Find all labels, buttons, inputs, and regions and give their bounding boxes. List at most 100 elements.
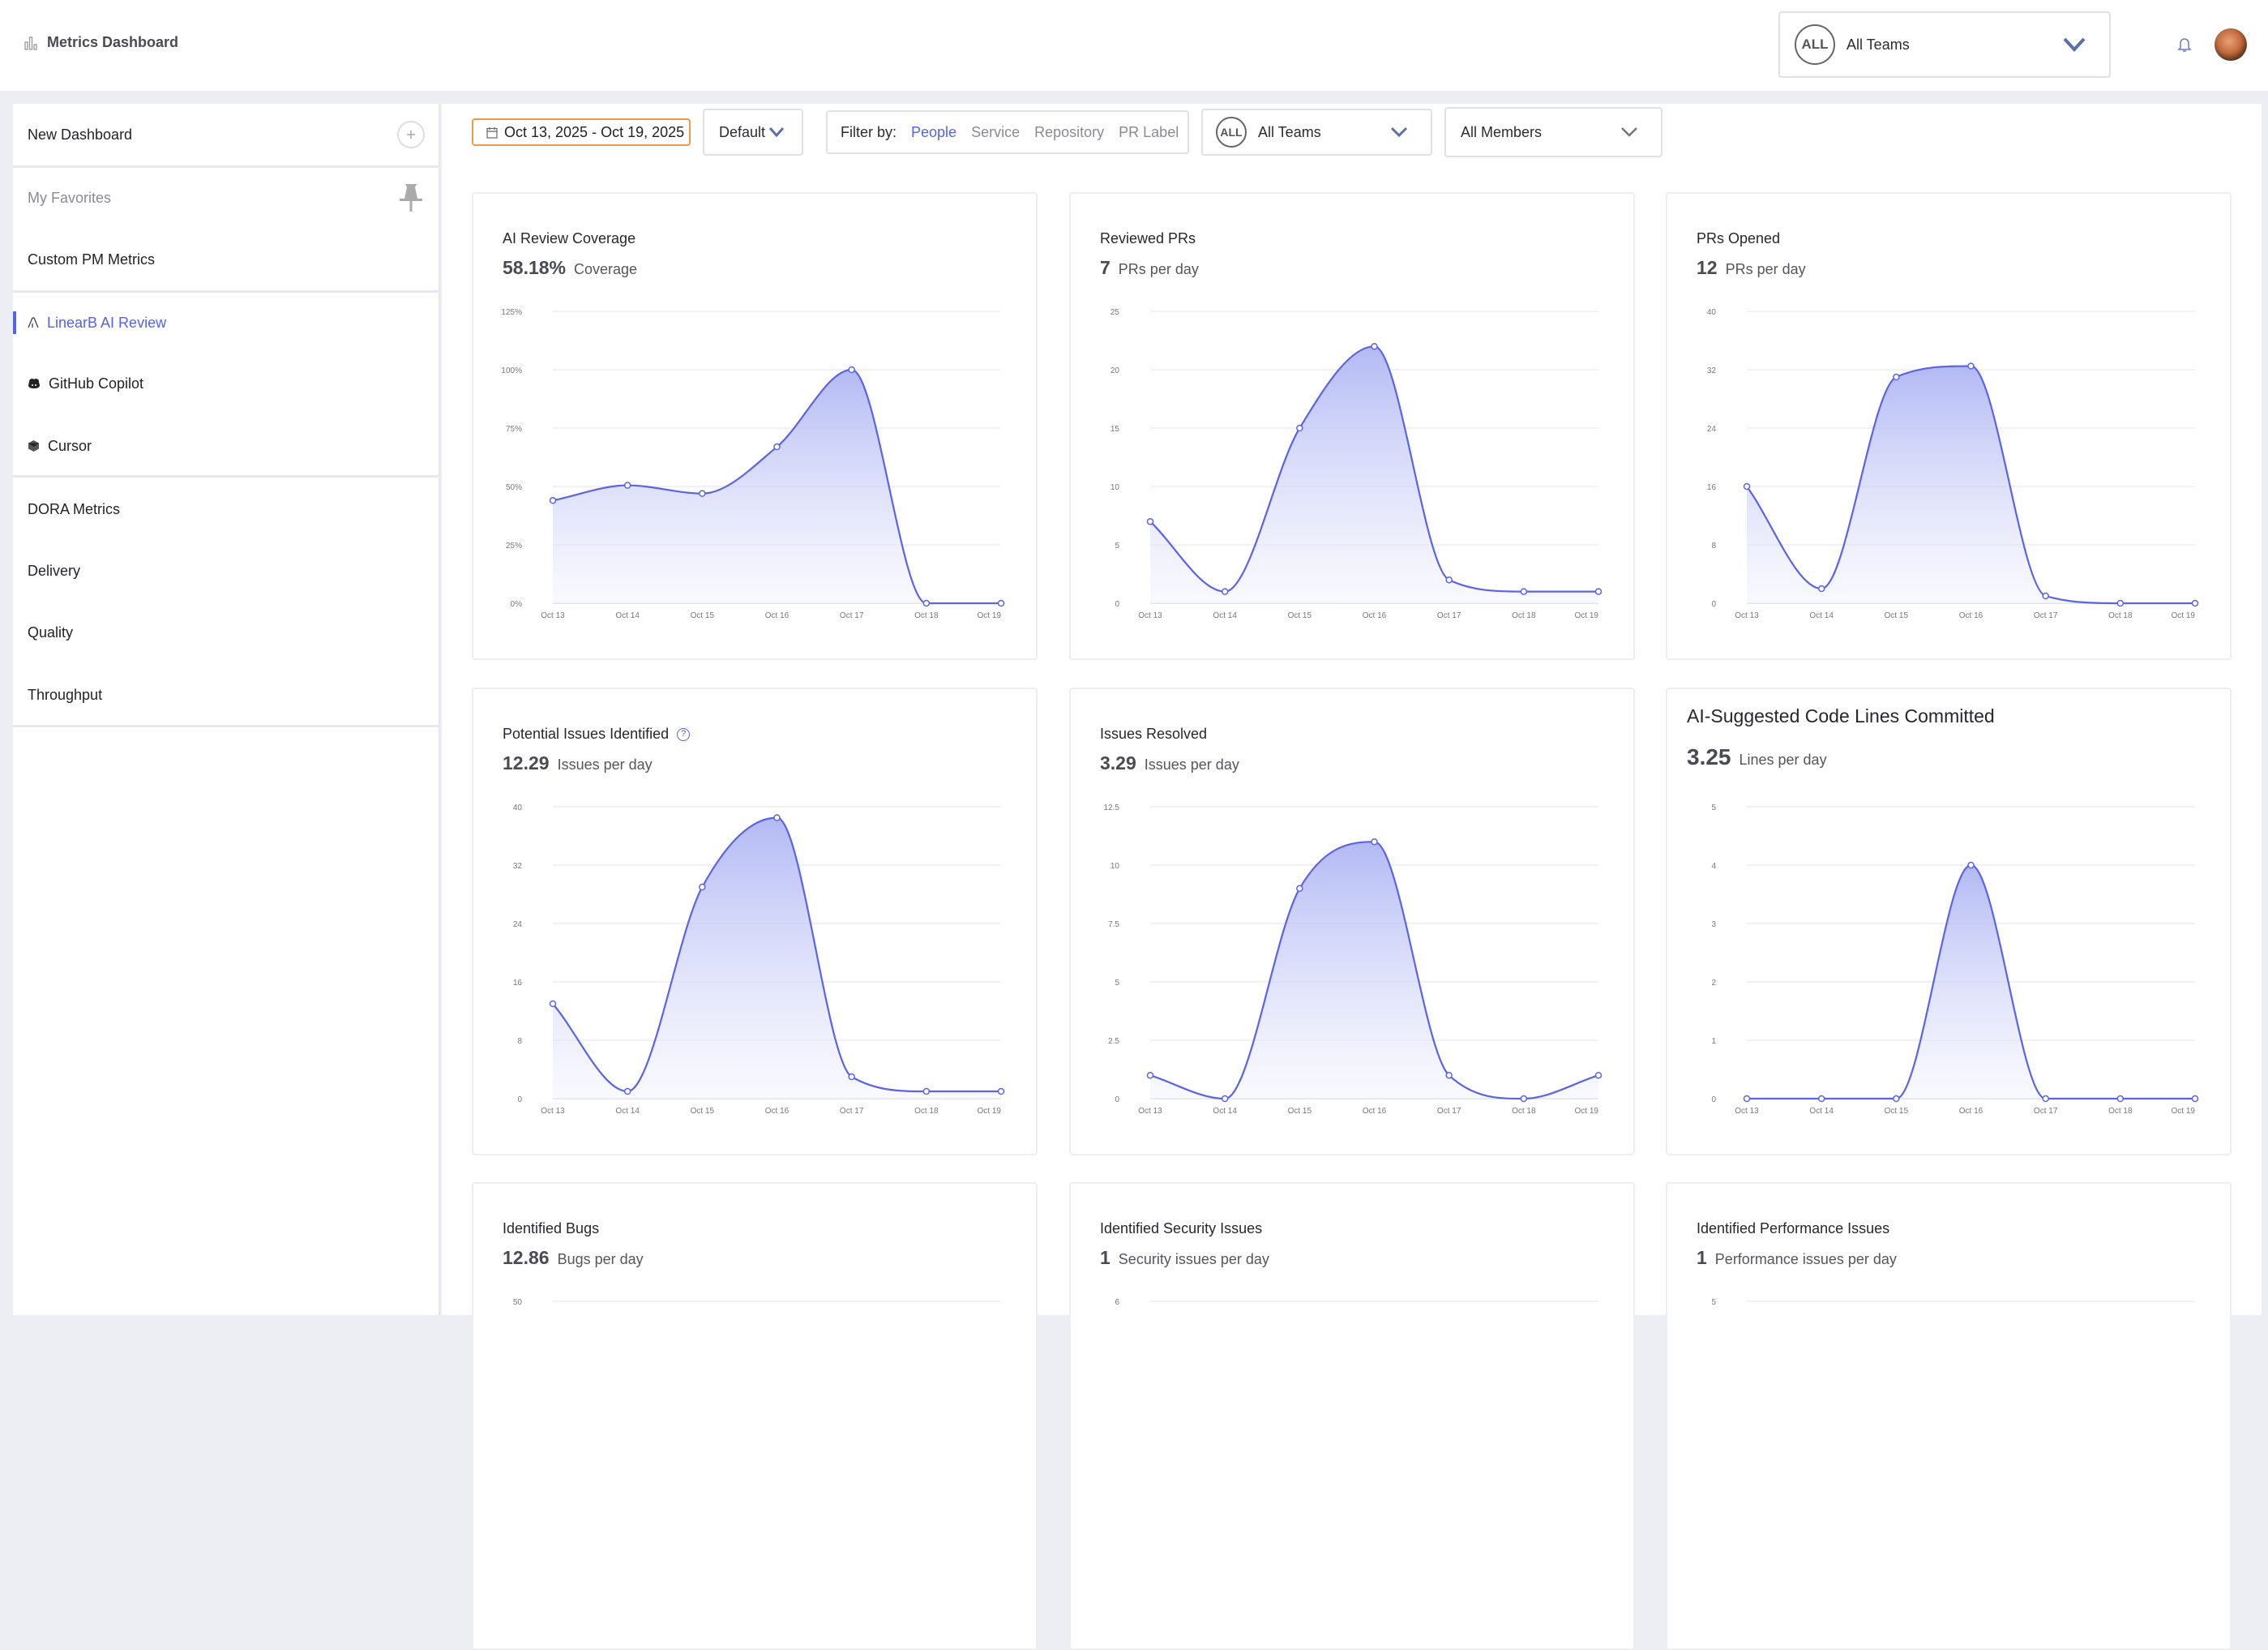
data-point [997, 1087, 1005, 1095]
data-point [1146, 1071, 1154, 1079]
metric-card[interactable]: Reviewed PRs 7 PRs per day 0 5 10 15 20 25 Oct 1… [1069, 192, 1635, 660]
date-range-picker[interactable]: Oct 13, 2025 - Oct 19, 2025 [472, 118, 691, 146]
sidebar-item-custom-pm-metrics[interactable]: Custom PM Metrics [13, 243, 440, 276]
data-point [1371, 342, 1378, 350]
card-title: Identified Bugs [503, 1220, 599, 1237]
metric-card[interactable]: Potential Issues Identified? 12.29 Issues… [472, 688, 1038, 1155]
filter-label: Filter by: [841, 123, 897, 140]
new-dashboard-button[interactable]: New Dashboard [13, 118, 440, 151]
metric-unit: Lines per day [1739, 752, 1827, 768]
my-favorites-section[interactable]: My Favorites [13, 182, 440, 214]
y-tick-label: 1 [1711, 1037, 1716, 1046]
x-tick-label: Oct 16 [1959, 1107, 1983, 1116]
area-chart: 6 [1115, 1298, 1598, 1307]
x-tick-label: Oct 14 [1213, 611, 1237, 620]
linearb-icon [28, 317, 39, 328]
x-tick-label: Oct 15 [1288, 611, 1312, 620]
sidebar-item-label: Quality [28, 624, 74, 641]
y-tick-label: 24 [513, 920, 523, 929]
sidebar-item-quality[interactable]: Quality [13, 616, 440, 649]
card-title-text: Identified Bugs [503, 1220, 600, 1236]
x-tick-label: Oct 14 [615, 1107, 640, 1116]
filter-option-service[interactable]: Service [971, 123, 1021, 140]
sidebar-item-throughput[interactable]: Throughput [13, 679, 440, 711]
filter-option-repository[interactable]: Repository [1034, 123, 1105, 140]
area-fill [1150, 842, 1598, 1099]
bell-icon[interactable] [2177, 36, 2192, 54]
team-selector-header[interactable]: ALL All Teams [1778, 11, 2111, 78]
y-tick-label: 4 [1711, 862, 1716, 871]
app-title-text: Metrics Dashboard [47, 34, 179, 50]
sidebar-item-linearb-ai-review[interactable]: LinearB AI Review [13, 306, 440, 339]
x-tick-label: Oct 16 [765, 1107, 790, 1116]
metric-card[interactable]: AI Review Coverage 58.18% Coverage 0% 25% 50… [472, 192, 1038, 660]
y-tick-label: 12.5 [1104, 804, 1120, 812]
card-title-text: Potential Issues Identified [503, 726, 670, 742]
y-tick-label: 5 [1711, 804, 1716, 812]
metric-card[interactable]: AI-Suggested Code Lines Committed 3.25 Li… [1666, 688, 2232, 1155]
filter-option-pr-label[interactable]: PR Label [1119, 123, 1179, 140]
card-value: 12 PRs per day [1697, 257, 1806, 279]
card-title: AI-Suggested Code Lines Committed [1687, 705, 1995, 727]
granularity-dropdown[interactable]: Default [703, 109, 803, 156]
metric-card[interactable]: Identified Performance Issues 1 Performan… [1666, 1182, 2232, 1650]
area-chart: 0 8 16 24 32 40 Oct 13 Oct 14 Oct 15 Oct 16 Oct 17… [513, 804, 1005, 1116]
metric-card[interactable]: Identified Bugs 12.86 Bugs per day 50 [472, 1182, 1038, 1650]
filter-option-people[interactable]: People [911, 123, 957, 140]
card-value: 1 Security issues per day [1100, 1247, 1269, 1269]
data-point [922, 1087, 931, 1095]
card-value: 58.18% Coverage [503, 257, 637, 279]
data-point [1296, 885, 1303, 893]
metric-value: 3.25 [1687, 744, 1731, 769]
card-title: Identified Performance Issues [1697, 1220, 1889, 1237]
card-title: Identified Security Issues [1100, 1220, 1262, 1237]
plus-circle-icon[interactable] [396, 120, 426, 149]
metric-value: 1 [1100, 1247, 1110, 1268]
divider [13, 165, 440, 168]
area-chart: 0 5 10 15 20 25 Oct 13 Oct 14 Oct 15 Oct 16 Oct 17… [1110, 308, 1603, 620]
main-content: Oct 13, 2025 - Oct 19, 2025 Default Filt… [442, 104, 2262, 1650]
members-dropdown[interactable]: All Members [1444, 107, 1662, 157]
active-indicator [13, 311, 16, 334]
sidebar-item-cursor[interactable]: Cursor [13, 430, 440, 462]
teams-dropdown[interactable]: ALL All Teams [1201, 109, 1432, 156]
area-fill [1747, 865, 2195, 1099]
cursor-icon [28, 440, 39, 452]
data-point [1893, 1095, 1900, 1103]
metric-value: 1 [1697, 1247, 1707, 1268]
x-tick-label: Oct 17 [2034, 1107, 2058, 1116]
metric-unit: Issues per day [1144, 756, 1239, 773]
my-favorites-label: My Favorites [28, 189, 112, 206]
x-tick-label: Oct 18 [914, 611, 939, 620]
y-tick-label: 16 [1707, 483, 1717, 492]
card-value: 3.29 Issues per day [1100, 752, 1239, 774]
pin-icon[interactable] [398, 182, 424, 213]
sidebar-item-github-copilot[interactable]: GitHub Copilot [13, 367, 440, 400]
divider [13, 725, 440, 727]
sidebar-item-delivery[interactable]: Delivery [13, 555, 440, 587]
data-point [848, 1073, 855, 1081]
y-tick-label: 0 [517, 1095, 522, 1104]
y-tick-label: 25% [506, 542, 522, 551]
card-title: Reviewed PRs [1100, 230, 1196, 247]
card-title-text: Identified Security Issues [1100, 1220, 1263, 1236]
y-tick-label: 0% [511, 600, 523, 609]
metric-card[interactable]: Issues Resolved 3.29 Issues per day 0 2.5 5 7… [1069, 688, 1635, 1155]
help-icon[interactable]: ? [677, 728, 691, 742]
metric-unit: Bugs per day [557, 1251, 644, 1267]
filter-by-group: Filter by: People Service Repository PR … [826, 110, 1189, 154]
user-avatar[interactable] [2215, 28, 2247, 61]
x-tick-label: Oct 18 [2108, 611, 2133, 620]
metric-card[interactable]: PRs Opened 12 PRs per day 0 8 16 24 32 40 Oct 13… [1666, 192, 2232, 660]
y-tick-label: 10 [1110, 862, 1120, 871]
card-value: 7 PRs per day [1100, 257, 1199, 279]
x-tick-label: Oct 14 [1809, 611, 1834, 620]
area-chart: 0 8 16 24 32 40 Oct 13 Oct 14 Oct 15 Oct 16 Oct 17… [1707, 308, 2199, 620]
sidebar-item-label: LinearB AI Review [47, 314, 167, 331]
x-tick-label: Oct 14 [615, 611, 640, 620]
sidebar-item-dora-metrics[interactable]: DORA Metrics [13, 493, 440, 525]
metric-card[interactable]: Identified Security Issues 1 Security iss… [1069, 1182, 1635, 1650]
data-point [1817, 1095, 1825, 1103]
y-tick-label: 40 [513, 804, 523, 812]
sidebar: New Dashboard My Favorites Custom PM Met… [13, 104, 440, 1315]
